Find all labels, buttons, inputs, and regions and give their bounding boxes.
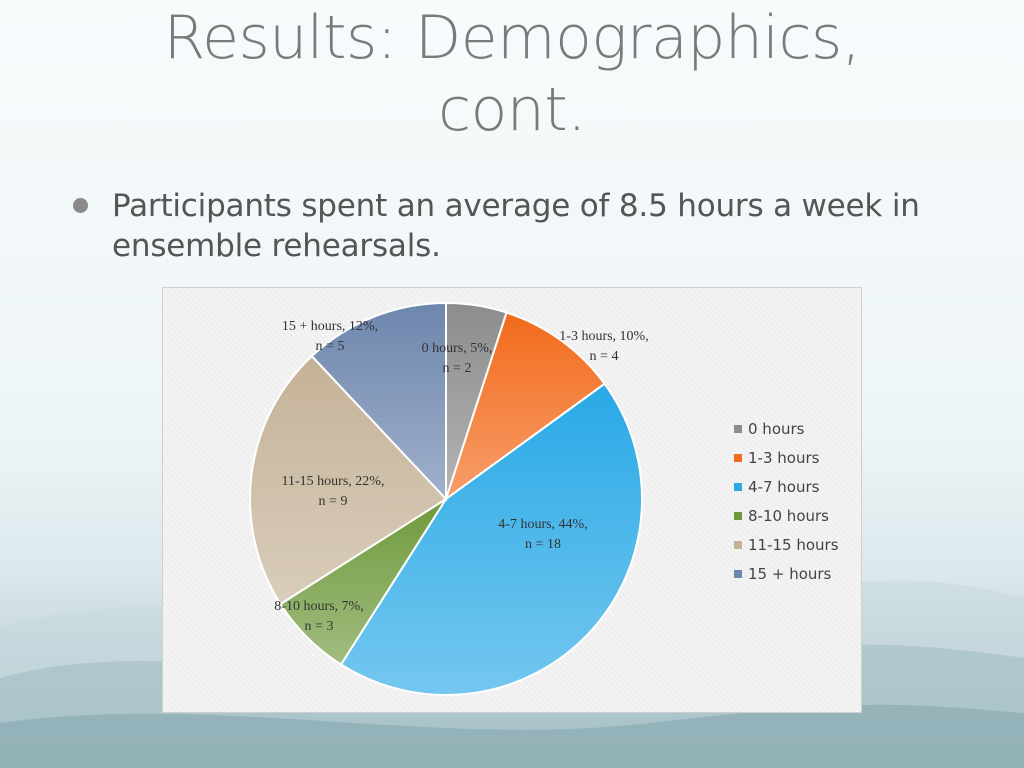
legend-label-1-3-hours: 1-3 hours [748, 448, 820, 467]
legend-swatch-15-hours [734, 569, 742, 578]
legend-swatch-1-3-hours [734, 453, 742, 462]
legend-swatch-4-7-hours [734, 482, 742, 491]
pie-slice-1-3-hours [444, 311, 606, 502]
legend-label-4-7-hours: 4-7 hours [748, 477, 820, 496]
slide-title-line-2: cont. [438, 75, 586, 145]
pie-chart: 0 hours, 5%, n = 2 1-3 hours, 10%, n = 4 4-7… [162, 287, 862, 713]
legend-label-0-hours: 0 hours [748, 419, 805, 438]
legend-label-8-10-hours: 8-10 hours [748, 506, 829, 525]
legend-item-1-3-hours: 1-3 hours [729, 443, 854, 472]
pie-slice-label-11-15-hours: 11-15 hours, 22%, n = 9 [282, 474, 385, 509]
legend-swatch-0-hours [734, 424, 742, 433]
pie-slice-label-0-hours: 0 hours, 5%, n = 2 [422, 341, 493, 376]
legend-item-11-15-hours: 11-15 hours [729, 530, 854, 559]
pie-slice-4-7-hours [339, 382, 643, 696]
slide-title: Results: Demographics, cont. [0, 2, 1024, 146]
legend-item-0-hours: 0 hours [729, 414, 854, 443]
legend-item-15-hours: 15 + hours [729, 559, 854, 588]
legend-swatch-8-10-hours [734, 511, 742, 520]
pie-slice-11-15-hours [249, 354, 448, 606]
pie-chart-svg: 0 hours, 5%, n = 2 1-3 hours, 10%, n = 4 4-7… [249, 301, 649, 696]
legend-item-4-7-hours: 4-7 hours [729, 472, 854, 501]
pie-slice-label-15-hours: 15 + hours, 12%, n = 5 [282, 319, 378, 354]
bullet-list: Participants spent an average of 8.5 hou… [70, 186, 950, 266]
legend-label-11-15-hours: 11-15 hours [748, 535, 839, 554]
legend-label-15-hours: 15 + hours [748, 564, 832, 583]
pie-slice-label-1-3-hours: 1-3 hours, 10%, n = 4 [559, 329, 648, 364]
slide-title-line-1: Results: Demographics, [163, 3, 861, 73]
legend-item-8-10-hours: 8-10 hours [729, 501, 854, 530]
pie-slice-label-8-10-hours: 8-10 hours, 7%, n = 3 [274, 599, 363, 634]
legend-swatch-11-15-hours [734, 540, 742, 549]
bullet-text: Participants spent an average of 8.5 hou… [112, 188, 920, 264]
chart-legend: 0 hours 1-3 hours 4-7 hours 8-10 hours 11-15… [729, 414, 854, 588]
pie-slice-15-hours [310, 301, 447, 502]
bullet-dot-icon [73, 198, 88, 213]
pie-slice-label-4-7-hours: 4-7 hours, 44%, n = 18 [498, 517, 587, 552]
